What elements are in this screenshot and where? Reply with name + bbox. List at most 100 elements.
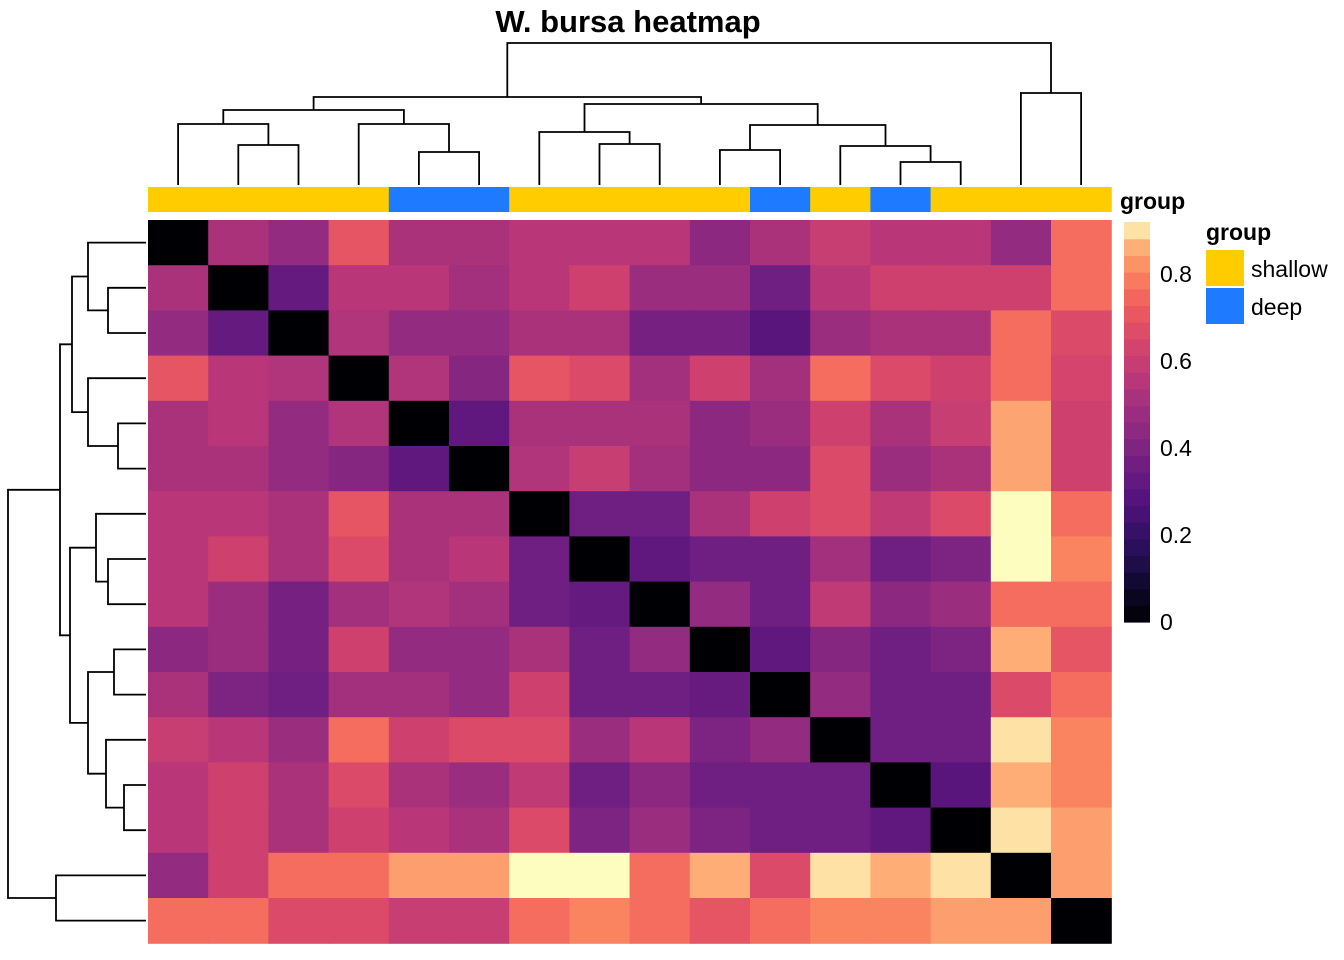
colorbar-segment (1124, 488, 1150, 506)
heatmap-cell (148, 265, 209, 311)
dendrogram-link (95, 512, 146, 583)
dendrogram-link (506, 42, 1052, 97)
heatmap-cell (328, 220, 390, 266)
heatmap-cell (208, 672, 269, 718)
heatmap-cell (268, 852, 330, 899)
heatmap-cell (569, 491, 631, 537)
heatmap-cell (930, 355, 992, 402)
dendrogram-link (418, 151, 480, 185)
heatmap-cell (810, 762, 871, 809)
heatmap-cell (268, 400, 330, 447)
heatmap-cell (990, 717, 1052, 763)
heatmap-cell (930, 626, 992, 673)
colorbar-segment (1124, 305, 1150, 323)
heatmap-cell (689, 446, 751, 492)
heatmap-cell (268, 672, 330, 718)
heatmap-cell (629, 265, 691, 311)
heatmap-cell (509, 491, 570, 537)
heatmap-cell (328, 807, 390, 854)
legend-swatch-deep (1206, 288, 1244, 324)
heatmap-cell (208, 852, 269, 899)
heatmap-cell (509, 310, 570, 357)
colorbar-tick-label: 0 (1160, 609, 1173, 635)
heatmap-cells (148, 220, 1112, 944)
heatmap-cell (1051, 265, 1112, 311)
heatmap-cell (148, 626, 209, 673)
chart-title: W. bursa heatmap (495, 4, 760, 39)
dendrogram-link (71, 275, 88, 413)
heatmap-cell (449, 536, 510, 583)
heatmap-cell (449, 852, 510, 899)
group-bar-cell (629, 187, 691, 212)
heatmap-cell (268, 265, 330, 311)
heatmap-cell (750, 310, 811, 357)
heatmap-cell (388, 265, 450, 311)
heatmap-cell (148, 807, 209, 854)
heatmap-cell (569, 717, 631, 763)
heatmap-cell (449, 626, 510, 673)
heatmap-cell (509, 626, 570, 673)
legend-label-deep: deep (1251, 294, 1302, 320)
dendrogram-link (117, 422, 146, 470)
heatmap-cell (569, 852, 631, 899)
heatmap-cell (810, 446, 871, 492)
dendrogram-link (113, 648, 146, 696)
group-bar-cell (870, 187, 932, 212)
heatmap-cell (388, 400, 450, 447)
heatmap-cell (990, 807, 1052, 854)
dendrogram-link (69, 546, 96, 724)
heatmap-cell (810, 898, 871, 944)
group-annotation-bar (148, 187, 1112, 212)
heatmap-cell (689, 536, 751, 583)
heatmap-cell (930, 717, 992, 763)
heatmap-cell (990, 852, 1052, 899)
heatmap-cell (629, 898, 691, 944)
dendrogram-link (55, 874, 146, 922)
heatmap-cell (750, 355, 811, 402)
heatmap-cell (750, 265, 811, 311)
heatmap-cell (870, 355, 932, 402)
heatmap-cell (148, 762, 209, 809)
heatmap-cell (328, 717, 390, 763)
heatmap-cell (569, 626, 631, 673)
heatmap-cell (629, 807, 691, 854)
heatmap-cell (268, 355, 330, 402)
group-bar-cell (569, 187, 631, 212)
heatmap-cell (689, 672, 751, 718)
heatmap-cell (148, 898, 209, 944)
colorbar-segment (1124, 472, 1150, 490)
heatmap-cell (388, 717, 450, 763)
heatmap-cell (870, 446, 932, 492)
heatmap-cell (689, 265, 751, 311)
heatmap-cell (629, 310, 691, 357)
colorbar-segment (1124, 588, 1150, 606)
dendrogram-link (598, 143, 661, 185)
heatmap-cell (870, 265, 932, 311)
heatmap-cell (930, 400, 992, 447)
heatmap-cell (750, 581, 811, 628)
heatmap-cell (328, 265, 390, 311)
heatmap-cell (509, 400, 570, 447)
heatmap-cell (810, 491, 871, 537)
heatmap-cell (208, 491, 269, 537)
heatmap-cell (388, 536, 450, 583)
colorbar-segment (1124, 322, 1150, 340)
legend-label-shallow: shallow (1251, 256, 1328, 282)
heatmap-cell (810, 581, 871, 628)
heatmap-cell (388, 807, 450, 854)
heatmap-cell (990, 446, 1052, 492)
heatmap-cell (449, 265, 510, 311)
heatmap-cell (629, 355, 691, 402)
group-bar-cell (208, 187, 269, 212)
heatmap-cell (629, 672, 691, 718)
heatmap-cell (388, 581, 450, 628)
heatmap-cell (328, 852, 390, 899)
heatmap-cell (930, 310, 992, 357)
heatmap-cell (810, 807, 871, 854)
group-bar-cell (509, 187, 570, 212)
group-bar-cell (148, 187, 209, 212)
group-bar-cell (689, 187, 751, 212)
heatmap-cell (930, 672, 992, 718)
heatmap-cell (208, 581, 269, 628)
heatmap-cell (328, 355, 390, 402)
